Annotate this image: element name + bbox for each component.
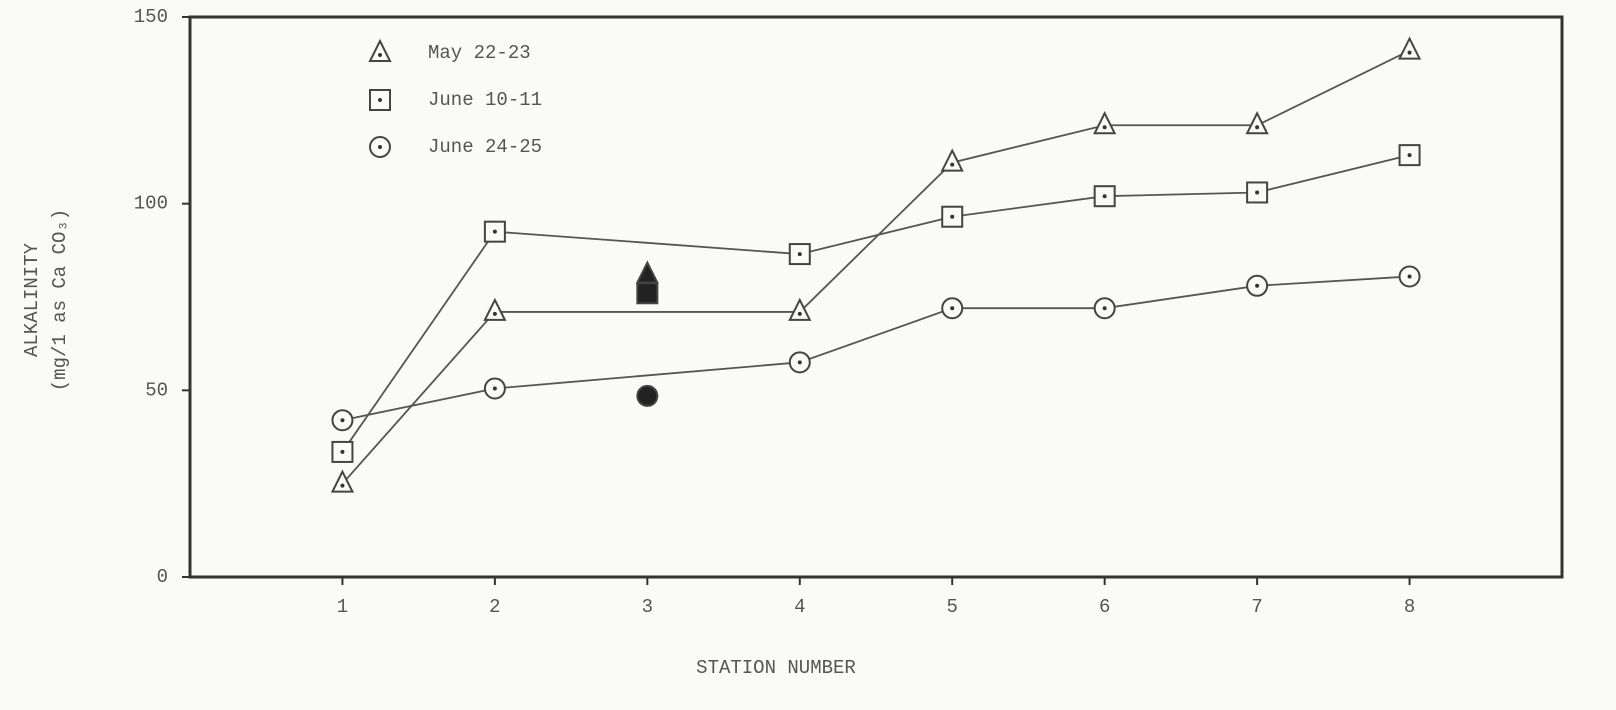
legend-label: June 24-25 <box>428 136 542 158</box>
x-axis-label: STATION NUMBER <box>696 657 856 679</box>
x-tick-label: 5 <box>947 596 958 618</box>
plot-frame <box>188 15 1564 579</box>
x-tick-label: 1 <box>337 596 348 618</box>
marker-triangle <box>1245 111 1269 135</box>
marker-dot <box>492 229 497 234</box>
marker-dot <box>1102 306 1107 311</box>
marker-dot <box>492 311 497 316</box>
marker-dot <box>1102 125 1107 130</box>
marker-triangle <box>368 38 392 62</box>
legend-label: June 10-11 <box>428 89 542 111</box>
legend-label: May 22-23 <box>428 42 531 64</box>
marker-dot <box>1255 190 1260 195</box>
marker-triangle <box>1397 36 1422 60</box>
marker-dot <box>378 98 382 102</box>
marker-triangle <box>330 469 355 493</box>
marker-dot <box>1407 153 1412 158</box>
series-line <box>341 49 1410 485</box>
marker-dot <box>950 306 955 311</box>
marker-dot <box>378 53 382 57</box>
marker-dot <box>797 252 802 257</box>
y-axis-label: ALKALINITY <box>21 242 43 357</box>
x-tick-label: 4 <box>794 596 805 618</box>
x-tick-label: 6 <box>1099 596 1110 618</box>
y-tick-label: 0 <box>157 566 168 588</box>
marker-dot <box>1407 50 1412 55</box>
marker-triangle <box>635 260 659 284</box>
y-tick-label: 150 <box>134 6 168 28</box>
marker-dot <box>340 483 345 488</box>
marker-dot <box>950 162 955 167</box>
marker-dot <box>797 311 802 316</box>
marker-triangle <box>788 297 812 321</box>
y-axis-label: (mg/1 as Ca CO₃) <box>49 209 71 391</box>
marker-dot <box>340 449 345 454</box>
marker-circle <box>636 384 659 407</box>
x-tick-label: 8 <box>1404 596 1415 618</box>
marker-triangle <box>483 297 507 321</box>
marker-dot <box>1255 125 1260 130</box>
marker-triangle <box>1093 111 1117 135</box>
marker-dot <box>492 386 497 391</box>
marker-dot <box>950 214 955 219</box>
marker-dot <box>1102 194 1107 199</box>
x-tick-label: 2 <box>489 596 500 618</box>
marker-dot <box>1407 274 1412 279</box>
marker-square <box>636 282 659 305</box>
marker-dot <box>1255 283 1260 288</box>
y-tick-label: 50 <box>145 379 168 401</box>
marker-dot <box>797 360 802 365</box>
x-tick-label: 3 <box>642 596 653 618</box>
marker-dot <box>340 418 345 423</box>
y-tick-label: 100 <box>134 193 168 215</box>
x-tick-label: 7 <box>1251 596 1262 618</box>
series-line <box>342 275 1410 422</box>
marker-triangle <box>940 148 964 172</box>
marker-dot <box>378 145 382 149</box>
